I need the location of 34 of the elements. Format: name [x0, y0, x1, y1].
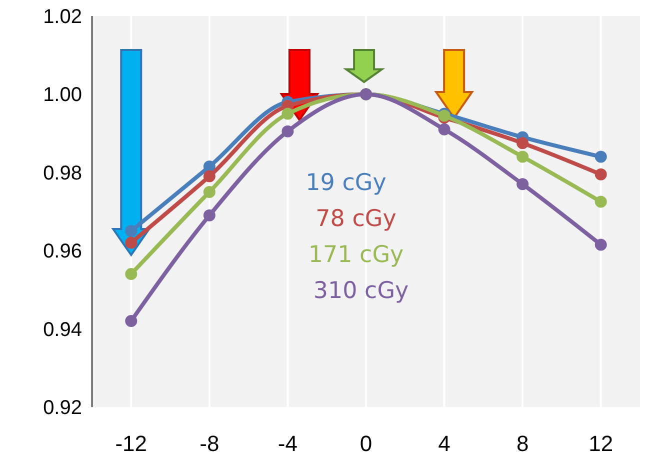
point	[516, 178, 529, 190]
point	[594, 238, 607, 251]
y-tick-label: 0.96	[43, 240, 82, 263]
point	[594, 150, 607, 163]
point	[125, 268, 138, 280]
text: 19 cGy	[306, 170, 386, 196]
y-tick-label: 1.00	[43, 84, 82, 106]
point	[516, 150, 529, 163]
point	[125, 314, 138, 327]
point	[203, 186, 216, 198]
point	[438, 123, 450, 136]
point	[125, 236, 138, 249]
x-tick-label: -4	[278, 431, 298, 456]
x-tick-label: 12	[588, 431, 614, 456]
y-tick-label: 1.02	[43, 6, 82, 28]
text: 78 cGy	[316, 206, 396, 232]
point	[125, 225, 138, 238]
x-tick-label: 8	[516, 431, 529, 456]
x-tick-label: -8	[200, 431, 220, 456]
y-tick-label: 0.92	[43, 397, 82, 419]
text: 171 cGy	[308, 242, 404, 268]
point	[282, 125, 294, 138]
y-tick-label: 0.94	[43, 318, 82, 341]
text: 310 cGy	[313, 278, 409, 304]
point	[282, 108, 294, 120]
point	[203, 209, 216, 222]
x-tick-label: 0	[360, 431, 372, 456]
y-tick-label: 0.98	[43, 162, 82, 184]
point	[594, 168, 607, 180]
point	[516, 137, 529, 150]
point	[594, 196, 607, 208]
point	[203, 170, 216, 182]
x-tick-label: -12	[115, 431, 148, 456]
x-tick-label: 4	[438, 431, 450, 456]
